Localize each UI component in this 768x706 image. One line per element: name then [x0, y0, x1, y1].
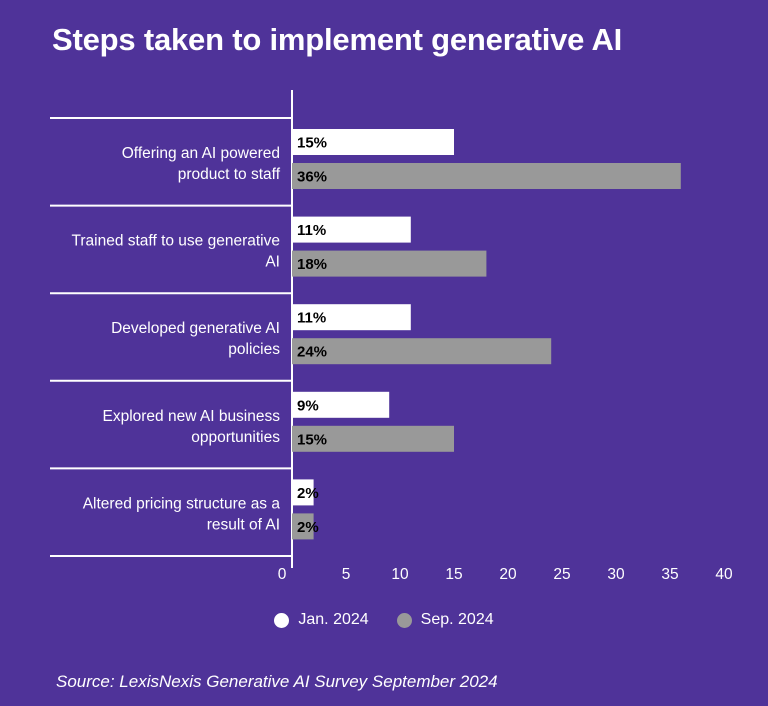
- x-tick-label: 20: [499, 566, 517, 583]
- legend-swatch-sep: [396, 612, 412, 628]
- bar-jan-2024: [292, 479, 314, 506]
- category-label-line: result of AI: [207, 516, 280, 533]
- category-label-line: Explored new AI business: [103, 408, 281, 425]
- legend-swatch-jan: [274, 612, 290, 628]
- x-tick-label: 10: [391, 566, 409, 583]
- source-note: Source: LexisNexis Generative AI Survey …: [56, 672, 498, 691]
- legend: Jan. 2024 Sep. 2024: [0, 611, 768, 629]
- chart-title: Steps taken to implement generative AI: [52, 22, 623, 57]
- bar-jan-2024: [292, 129, 454, 155]
- bar-chart: Offering an AI powered product to staff 15…: [50, 90, 733, 583]
- x-tick-label: 40: [715, 566, 733, 583]
- category-label-line: Offering an AI powered: [122, 145, 280, 162]
- category-label-line: opportunities: [191, 429, 280, 446]
- data-label: 2%: [297, 519, 319, 536]
- legend-item-sep: Sep. 2024: [396, 611, 494, 629]
- x-tick-label: 0: [278, 566, 287, 583]
- category-label: Trained staff to use generative AI: [71, 233, 280, 271]
- legend-label-sep: Sep. 2024: [420, 611, 494, 628]
- bar-sep-2024: [292, 163, 681, 189]
- bar-jan-2024: [292, 391, 390, 418]
- data-label: 15%: [297, 431, 327, 448]
- x-tick-label: 35: [661, 566, 678, 583]
- data-label: 2%: [297, 485, 319, 502]
- bar-sep-2024: [292, 425, 454, 452]
- bar-jan-2024: [292, 216, 411, 243]
- legend-label-jan: Jan. 2024: [298, 611, 369, 628]
- bar-sep-2024: [292, 513, 314, 540]
- data-label: 11%: [297, 310, 326, 327]
- data-label: 11%: [297, 222, 326, 239]
- data-label: 15%: [297, 135, 327, 152]
- x-tick-label: 5: [342, 566, 351, 583]
- x-tick-label: 15: [445, 566, 462, 583]
- category-label-line: product to staff: [178, 166, 281, 183]
- category-label: Explored new AI business opportunities: [103, 408, 281, 446]
- category-label: Altered pricing structure as a result of …: [83, 495, 281, 533]
- data-label: 24%: [297, 344, 327, 361]
- category-label-line: Trained staff to use generative: [71, 233, 280, 250]
- category-label: Offering an AI powered product to staff: [122, 145, 281, 183]
- data-label: 36%: [297, 169, 327, 186]
- category-label-line: AI: [265, 254, 280, 271]
- x-tick-label: 25: [553, 566, 570, 583]
- x-tick-label: 30: [607, 566, 625, 583]
- category-label-line: policies: [228, 341, 280, 358]
- category-label-line: Developed generative AI: [111, 320, 280, 337]
- bar-sep-2024: [292, 338, 552, 365]
- bar-jan-2024: [292, 304, 411, 331]
- category-label-line: Altered pricing structure as a: [83, 495, 281, 512]
- bar-sep-2024: [292, 250, 487, 277]
- data-label: 18%: [297, 256, 327, 273]
- data-label: 9%: [297, 397, 319, 414]
- legend-item-jan: Jan. 2024: [274, 611, 369, 629]
- category-label: Developed generative AI policies: [111, 320, 280, 358]
